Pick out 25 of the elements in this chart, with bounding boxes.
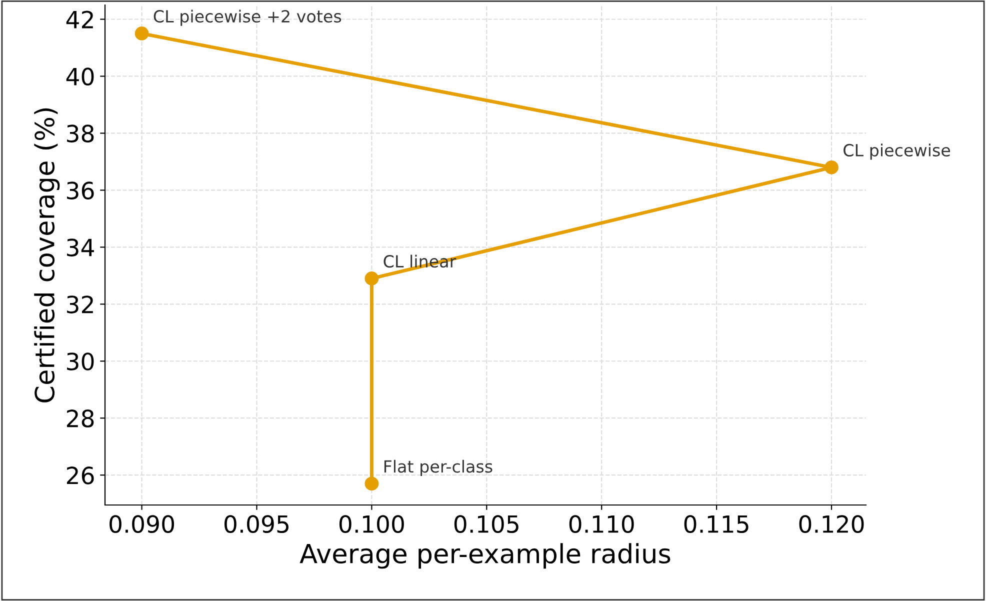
point <box>824 160 838 174</box>
annotation: CL piecewise <box>844 144 950 160</box>
y-tick-label: 28 <box>66 410 94 428</box>
y-tick-label: 34 <box>67 238 94 256</box>
y-tick-label: 40 <box>66 68 94 86</box>
x-tick-label: 0.095 <box>224 515 288 533</box>
point <box>134 26 149 40</box>
y-tick-label: 30 <box>67 352 94 370</box>
x-tick-label: 0.105 <box>454 515 518 533</box>
y-tick-label: 38 <box>67 124 94 143</box>
x-tick-label: 0.110 <box>569 515 634 533</box>
point <box>364 476 379 491</box>
x-tick-label: 0.100 <box>339 515 404 533</box>
point <box>364 272 379 286</box>
x-tick-label: 0.090 <box>110 515 174 533</box>
y-tick-label: 32 <box>67 296 93 314</box>
x-tick-label: 0.120 <box>799 515 864 533</box>
annotation: CL piecewise +2 votes <box>154 10 342 26</box>
y-tick-label: 36 <box>67 182 94 200</box>
y-axis-title: Certified coverage (%) <box>34 108 60 402</box>
x-tick-label: 0.115 <box>684 515 748 533</box>
y-tick-label: 26 <box>66 466 94 484</box>
x-axis-title: Average per-example radius <box>300 543 670 569</box>
y-tick-label: 42 <box>66 10 93 28</box>
annotation: Flat per-class <box>384 460 492 476</box>
